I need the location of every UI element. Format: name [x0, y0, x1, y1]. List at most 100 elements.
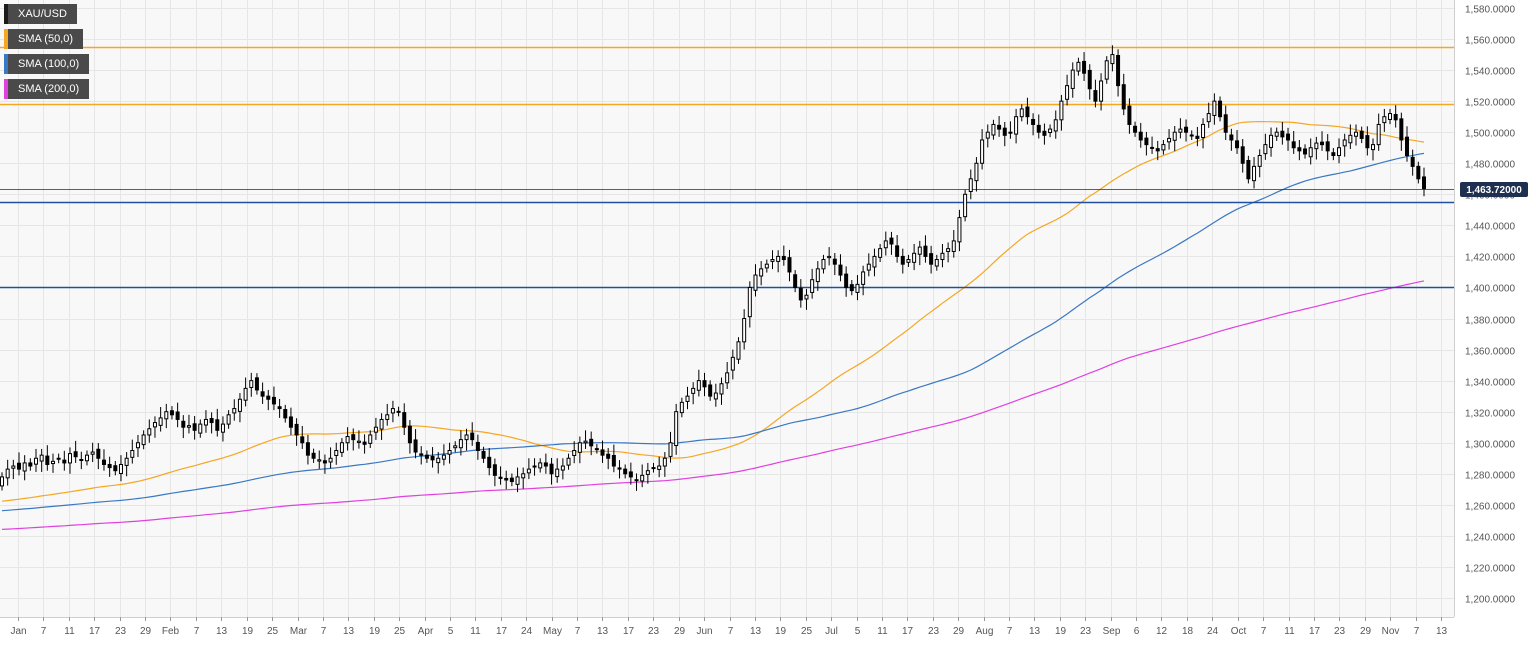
legend: XAU/USD SMA (50,0) SMA (100,0) SMA (200,… [4, 4, 90, 104]
candle-up [1167, 137, 1172, 143]
legend-item-xauusd[interactable]: XAU/USD [4, 4, 77, 24]
candle-down [634, 479, 639, 482]
legend-item-sma200[interactable]: SMA (200,0) [4, 79, 90, 99]
candle-down [623, 468, 628, 475]
candle-up [1014, 116, 1019, 135]
x-tick-label: 7 [194, 626, 200, 637]
candle-down [407, 425, 412, 444]
candle-up [243, 387, 248, 401]
candle-down [1082, 60, 1087, 74]
candle-down [844, 273, 849, 288]
candle-up [447, 450, 452, 455]
candle-down [28, 462, 33, 467]
y-tick-label: 1,440.0000 [1465, 222, 1515, 233]
candle-down [175, 411, 180, 420]
candle-down [628, 471, 633, 478]
candle-down [498, 476, 503, 479]
candle-up [1161, 144, 1166, 151]
candle-up [198, 423, 203, 434]
candle-down [798, 287, 803, 301]
candle-up [657, 465, 662, 470]
candle-down [1286, 133, 1291, 141]
x-tick-label: 11 [1284, 626, 1295, 637]
candle-up [861, 271, 866, 285]
candle-up [203, 418, 208, 426]
candle-up [917, 246, 922, 255]
sma50-line [1, 120, 1425, 502]
candle-up [538, 462, 543, 469]
candle-up [379, 418, 384, 430]
x-tick-label: 17 [902, 626, 914, 637]
candle-up [815, 268, 820, 283]
candle-up [946, 248, 951, 252]
candle-down [481, 450, 486, 459]
x-tick-label: 7 [575, 626, 581, 637]
candle-up [555, 468, 560, 478]
x-tick-label: 5 [855, 626, 861, 637]
legend-label-sma200: SMA (200,0) [18, 83, 80, 95]
candle-down [487, 456, 492, 469]
candle-up [821, 259, 826, 270]
candle-down [997, 124, 1002, 130]
x-tick-label: Feb [162, 626, 180, 637]
candle-up [883, 240, 888, 249]
candle-up [152, 422, 157, 428]
candle-up [1201, 123, 1206, 138]
candle-up [1048, 128, 1053, 134]
candle-down [113, 465, 118, 472]
x-tick-label: Mar [290, 626, 308, 637]
legend-item-sma50[interactable]: SMA (50,0) [4, 29, 84, 49]
candle-down [895, 245, 900, 257]
candle-up [1104, 60, 1109, 80]
candle-down [1133, 125, 1138, 133]
x-tick-label: 13 [1436, 626, 1448, 637]
candle-up [390, 408, 395, 414]
candle-up [50, 460, 55, 465]
y-tick-label: 1,220.0000 [1465, 564, 1515, 575]
candle-down [549, 463, 554, 475]
y-tick-label: 1,300.0000 [1465, 440, 1515, 451]
y-tick-label: 1,420.0000 [1465, 253, 1515, 264]
candle-down [923, 245, 928, 257]
candle-up [968, 178, 973, 193]
candle-up [725, 372, 730, 384]
legend-item-sma100[interactable]: SMA (100,0) [4, 54, 90, 74]
candle-up [249, 380, 254, 388]
candle-up [436, 457, 441, 464]
y-tick-label: 1,580.0000 [1465, 5, 1515, 16]
x-tick-label: Sep [1103, 626, 1121, 637]
candle-down [1399, 118, 1404, 141]
x-tick-label: 7 [1261, 626, 1267, 637]
candle-down [311, 452, 316, 459]
candle-up [1252, 165, 1257, 182]
candle-up [164, 411, 169, 420]
candle-up [963, 193, 968, 218]
y-tick-label: 1,400.0000 [1465, 284, 1515, 295]
candle-up [866, 263, 871, 271]
candle-down [1422, 176, 1426, 190]
candle-down [181, 420, 186, 428]
candle-up [226, 414, 231, 425]
candle-up [1314, 142, 1319, 150]
legend-swatch-sma100 [4, 54, 8, 74]
candle-down [215, 419, 220, 431]
candle-down [1042, 130, 1047, 136]
candle-down [1235, 140, 1240, 149]
y-tick-label: 1,560.0000 [1465, 36, 1515, 47]
candle-up [906, 259, 911, 263]
candle-up [572, 450, 577, 456]
legend-label-sma50: SMA (50,0) [18, 33, 74, 45]
candle-up [719, 383, 724, 395]
candle-down [79, 459, 84, 462]
candle-down [787, 257, 792, 273]
candle-up [237, 398, 242, 412]
candle-down [260, 391, 265, 397]
candle-down [1240, 146, 1245, 164]
x-tick-label: 19 [369, 626, 381, 637]
candle-up [39, 454, 44, 462]
candle-down [900, 255, 905, 265]
candle-down [600, 449, 605, 456]
y-tick-label: 1,360.0000 [1465, 347, 1515, 358]
legend-swatch-sma50 [4, 29, 8, 49]
